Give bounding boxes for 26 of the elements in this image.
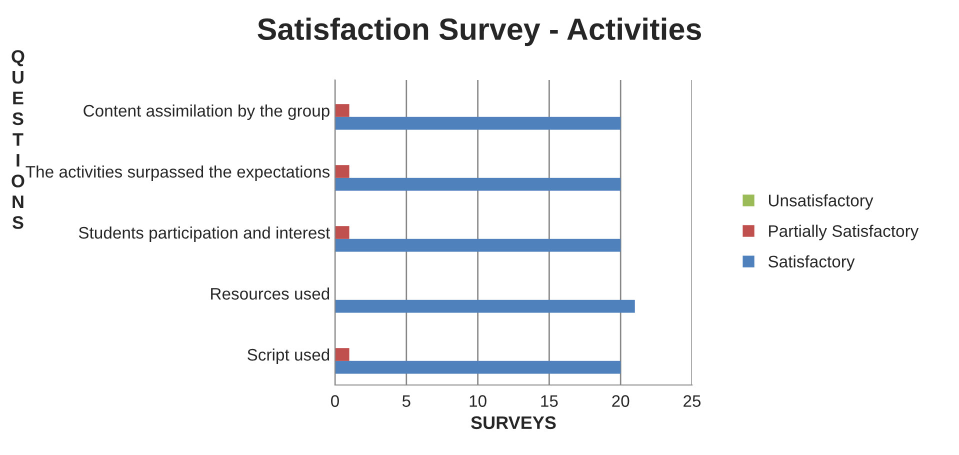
y-tick-label: Content assimilation by the group [84, 104, 330, 120]
x-tick-label: 10 [470, 395, 486, 407]
legend-label: Satisfactory [768, 255, 855, 271]
bar [335, 165, 350, 178]
bar [335, 238, 621, 252]
chart-title: Satisfaction Survey - Activities [258, 18, 701, 46]
x-tick-label: 25 [684, 395, 701, 407]
y-tick-label: Resources used [211, 287, 330, 300]
legend-label: Unsatisfactory [768, 194, 874, 210]
x-tick-label: 20 [612, 395, 630, 407]
y-tick-label: Students participation and interest [78, 226, 330, 242]
bar [335, 178, 621, 191]
y-tick-label: The activities surpassed the expectations [26, 165, 330, 181]
y-tick-label: Script used [248, 348, 330, 364]
bar [335, 104, 350, 117]
legend-label: Partially Satisfactory [769, 224, 919, 240]
text: QUESTIONS [12, 50, 24, 229]
bar [335, 348, 350, 361]
x-tick-label: 0 [331, 395, 339, 407]
bar [335, 226, 350, 239]
x-tick-label: 15 [541, 395, 558, 407]
bar [335, 116, 621, 130]
bar [335, 300, 635, 313]
bar [335, 360, 621, 374]
x-tick-label: 5 [402, 395, 410, 407]
x-axis-title: SURVEYS [471, 416, 556, 430]
